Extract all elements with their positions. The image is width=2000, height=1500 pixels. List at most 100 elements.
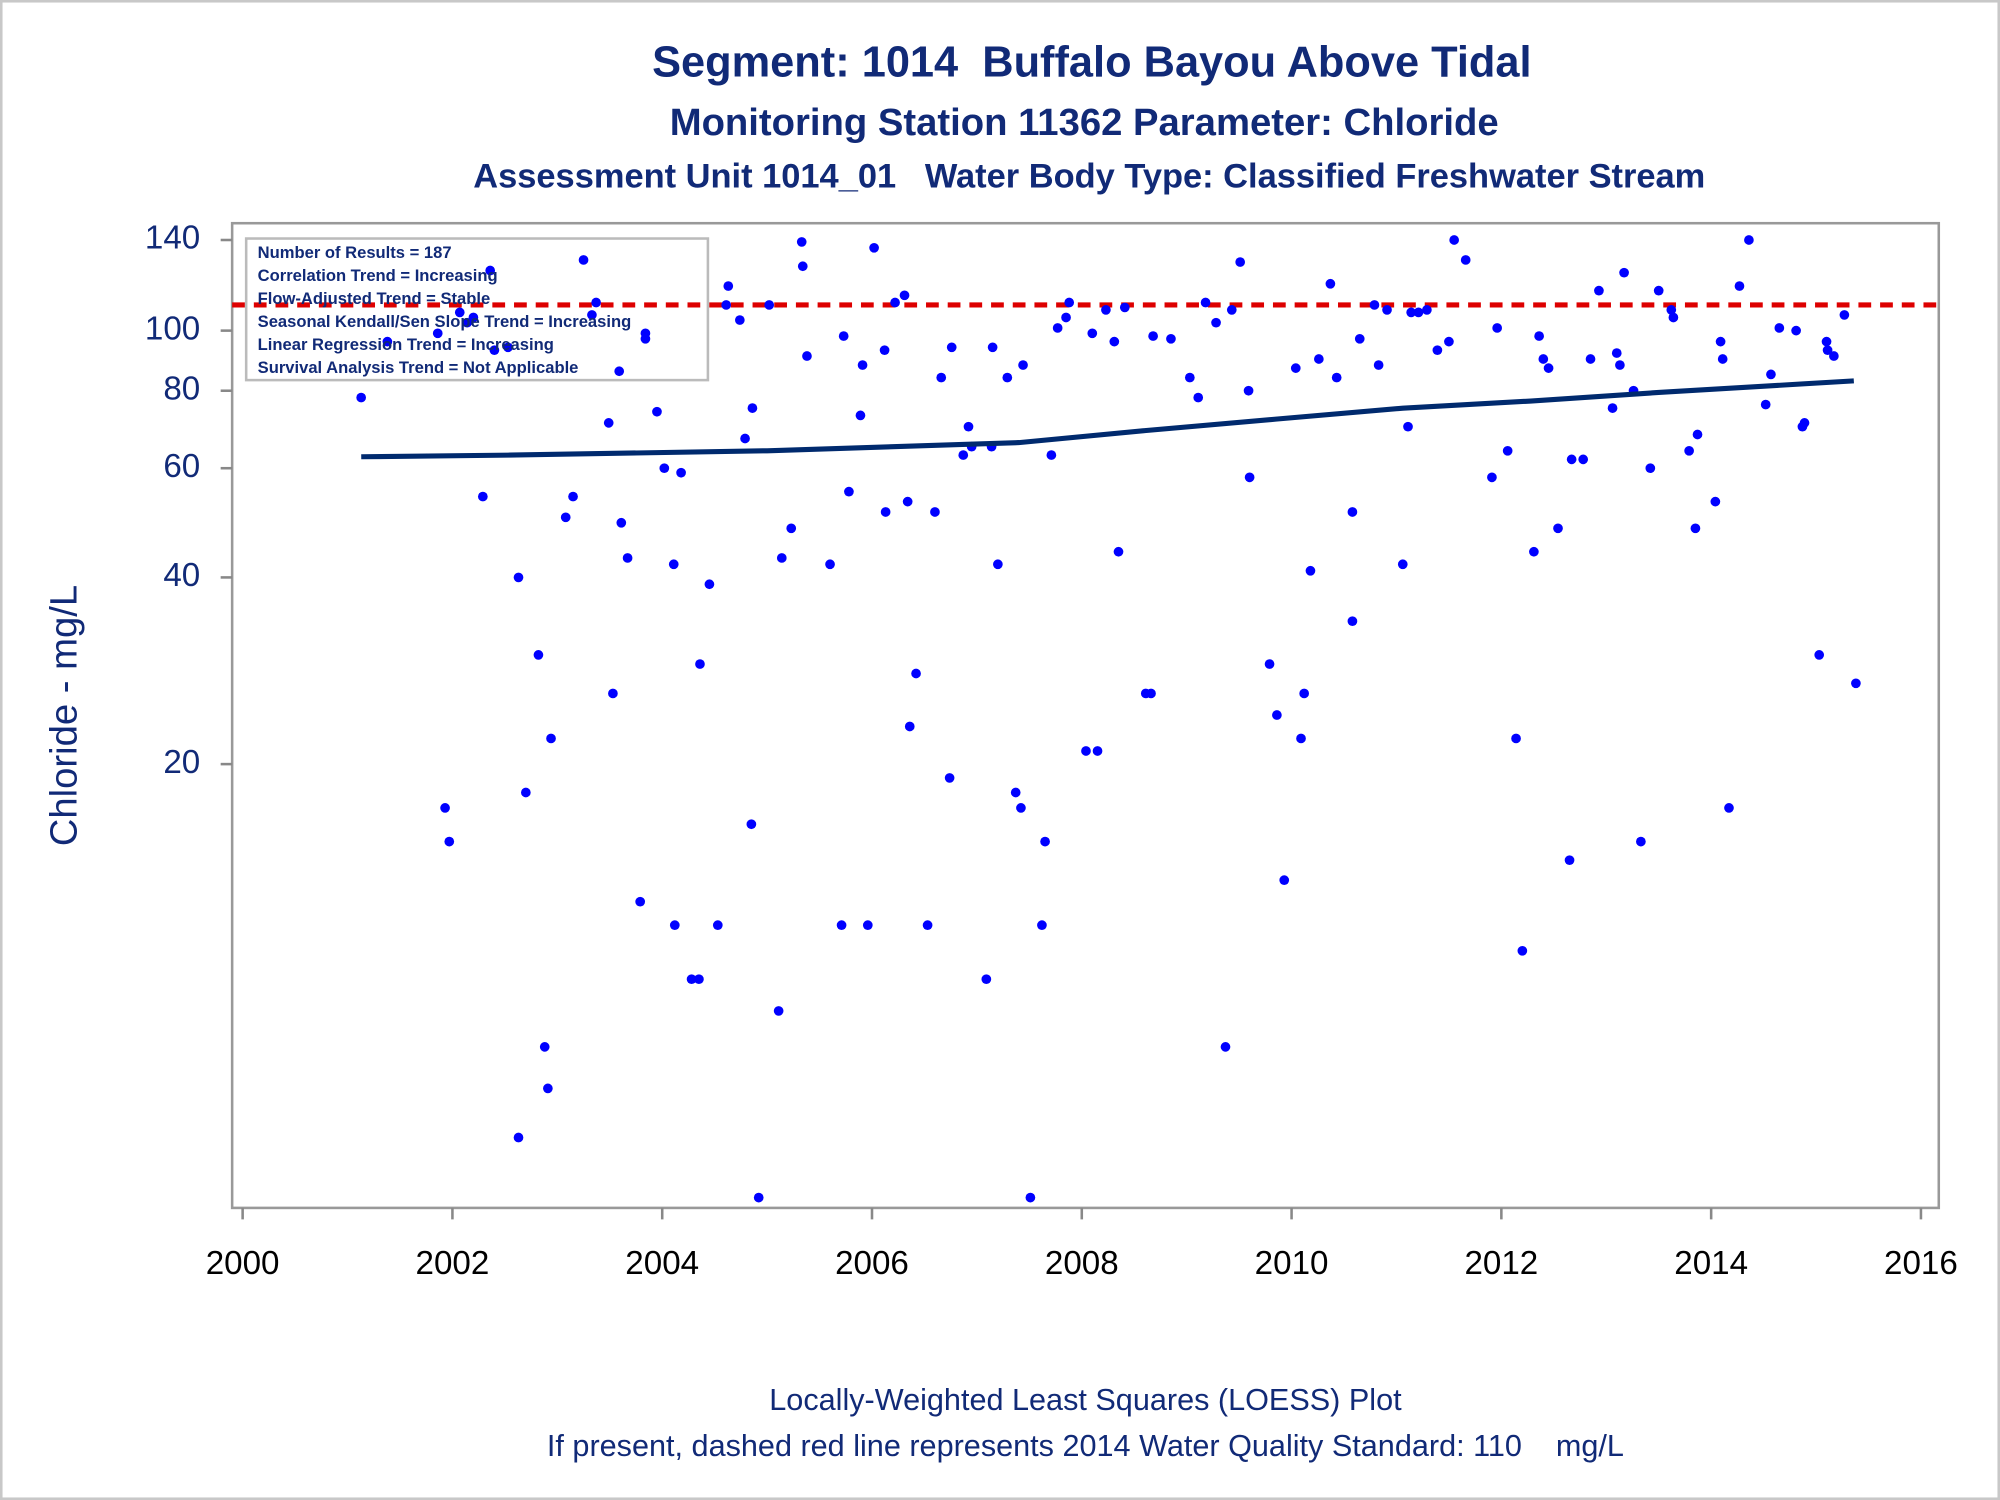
chart-subtitle: Monitoring Station 11362 Parameter: Chlo… [670,101,1499,144]
point [1636,836,1646,847]
point [944,773,955,783]
point [1113,546,1124,557]
point [1279,875,1290,885]
point [1791,325,1801,336]
point [1166,333,1176,344]
point [468,312,479,323]
point [773,1006,784,1016]
point [1619,267,1629,278]
point [1016,803,1026,813]
point [1724,803,1734,813]
point [869,242,879,253]
point [686,974,697,985]
y-tick-label: 20 [163,744,200,781]
point [1235,257,1246,267]
point [1305,565,1316,576]
point [987,342,998,353]
point [1101,305,1111,315]
point [776,553,787,563]
point [1064,297,1075,308]
point [1566,454,1577,465]
point [796,237,807,247]
annotation: Flow-Adjusted Trend = Stable [258,289,491,308]
point [930,507,940,517]
point [1799,418,1810,428]
point [1081,746,1091,756]
point [614,366,625,377]
point [844,486,854,497]
plot-area [230,221,1941,1210]
point [669,920,680,930]
point [1444,336,1454,347]
point [432,328,443,339]
chart-title: Segment: 1014 Buffalo Bayou Above Tidal [652,39,1531,87]
point [1193,392,1204,403]
point [922,920,933,930]
point [1611,348,1622,358]
x-tick-label: 2004 [625,1245,699,1282]
point [533,650,544,660]
point [1851,678,1861,689]
y-axis-label: Chloride - mg/L [42,585,85,846]
point [1668,312,1679,323]
point [1766,369,1776,380]
point [1025,1192,1036,1203]
x-tick-label: 2008 [1045,1245,1119,1282]
point [1585,354,1596,364]
point [1690,523,1701,534]
point [1511,733,1521,744]
point [1502,445,1513,456]
point [1710,496,1721,507]
point [1184,372,1195,383]
point [904,721,915,732]
point [640,333,651,344]
y-tick-label: 60 [163,448,200,485]
point [723,281,734,291]
point [981,974,992,985]
point [704,579,715,590]
point [635,896,646,907]
point [1607,403,1618,413]
point [608,688,618,699]
point [1715,336,1726,347]
point [764,300,775,310]
point [836,920,847,930]
point [825,559,835,570]
point [1314,354,1324,364]
point [747,403,758,413]
y-tick-label: 40 [163,557,200,594]
point [539,1042,550,1052]
footnote: If present, dashed red line represents 2… [547,1429,1624,1463]
point [1822,345,1833,356]
point [902,496,913,507]
annotation: Survival Analysis Trend = Not Applicable [258,358,579,377]
point [1018,360,1028,370]
point [1666,305,1677,315]
point [1290,363,1301,373]
point [659,463,670,474]
point [1760,399,1771,410]
point [1717,354,1728,364]
point [1397,559,1408,570]
point [521,787,531,798]
point [1211,317,1221,328]
point [568,491,578,502]
point [1347,507,1358,517]
point [477,491,488,502]
point [591,297,601,308]
point [652,406,662,417]
point [721,300,732,310]
point [1296,733,1306,744]
point [676,467,686,478]
point [1148,331,1158,341]
point [485,265,496,276]
x-tick-label: 2014 [1674,1245,1748,1282]
point [587,310,597,320]
point [382,336,393,347]
point [1829,351,1839,361]
point [1382,305,1392,315]
point [1422,305,1432,315]
point [1492,323,1503,333]
point [1744,235,1754,245]
